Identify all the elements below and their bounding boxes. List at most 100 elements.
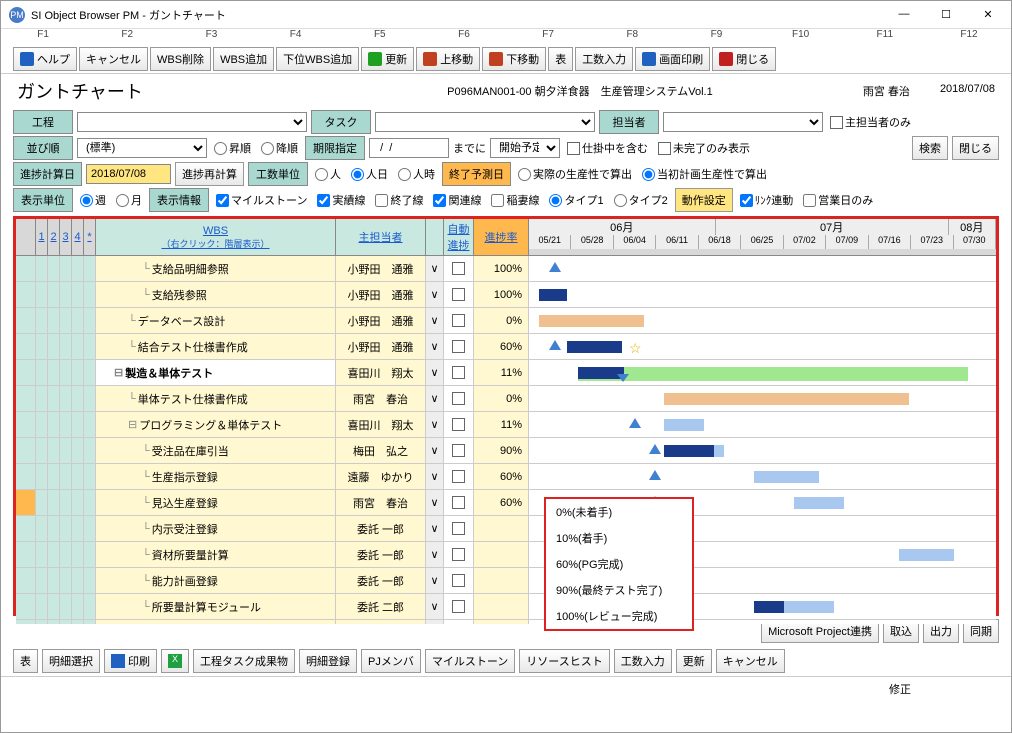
- sort-desc-radio[interactable]: [261, 142, 274, 155]
- auto-progress-checkbox[interactable]: [452, 574, 465, 587]
- table-row[interactable]: └内示受注登録委託 一郎∨: [16, 516, 996, 542]
- sort-asc-radio[interactable]: [214, 142, 227, 155]
- auto-progress-checkbox[interactable]: [452, 600, 465, 613]
- auto-progress-checkbox[interactable]: [452, 470, 465, 483]
- bottom-btn-2[interactable]: 印刷: [104, 649, 157, 673]
- minimize-button[interactable]: —: [889, 8, 919, 21]
- table-row[interactable]: └見込生産登録雨宮 春治∨60%: [16, 490, 996, 516]
- auto-progress-checkbox[interactable]: [452, 496, 465, 509]
- level-col-2[interactable]: 2: [48, 219, 60, 255]
- end-line-check[interactable]: [375, 194, 388, 207]
- owner-dropdown[interactable]: ∨: [426, 464, 444, 489]
- table-row[interactable]: └データベース設計小野田 通雅∨0%: [16, 308, 996, 334]
- level-col-star[interactable]: *: [84, 219, 96, 255]
- effort-input-button[interactable]: 工数入力: [575, 47, 633, 71]
- owner-dropdown[interactable]: ∨: [426, 568, 444, 593]
- bottom-btn-0[interactable]: 表: [13, 649, 38, 673]
- owner-dropdown[interactable]: ∨: [426, 360, 444, 385]
- auto-progress-checkbox[interactable]: [452, 366, 465, 379]
- milestone-check[interactable]: [216, 194, 229, 207]
- owner-dropdown[interactable]: ∨: [426, 594, 444, 619]
- owner-select[interactable]: [663, 112, 823, 132]
- unit-person-radio[interactable]: [315, 168, 328, 181]
- owner-dropdown[interactable]: ∨: [426, 412, 444, 437]
- process-select[interactable]: [77, 112, 307, 132]
- auto-progress-checkbox[interactable]: [452, 314, 465, 327]
- owner-dropdown[interactable]: ∨: [426, 386, 444, 411]
- owner-dropdown[interactable]: ∨: [426, 516, 444, 541]
- level-col-3[interactable]: 3: [60, 219, 72, 255]
- include-wip-check[interactable]: [567, 142, 580, 155]
- owner-dropdown[interactable]: ∨: [426, 620, 444, 624]
- table-row[interactable]: └所要量計算モジュール委託 二郎∨: [16, 594, 996, 620]
- progress-option[interactable]: 90%(最終テスト完了): [546, 577, 692, 603]
- link-op-check[interactable]: [740, 194, 753, 207]
- print-button[interactable]: 画面印刷: [635, 47, 710, 71]
- bottom-btn-11[interactable]: キャンセル: [716, 649, 785, 673]
- bottom-btn-8[interactable]: リソースヒスト: [519, 649, 609, 673]
- period-date-input[interactable]: [369, 138, 449, 158]
- sort-select[interactable]: (標準): [77, 138, 207, 158]
- cancel-button[interactable]: キャンセル: [79, 47, 148, 71]
- auto-progress-checkbox[interactable]: [452, 444, 465, 457]
- recalc-button[interactable]: 進捗再計算: [175, 162, 244, 186]
- table-row[interactable]: └単体テスト仕様書作成雨宮 春治∨0%: [16, 386, 996, 412]
- table-row[interactable]: ⊟プログラミング＆単体テスト喜田川 翔太∨11%: [16, 412, 996, 438]
- week-radio[interactable]: [80, 194, 93, 207]
- move-down-button[interactable]: 下移動: [482, 47, 546, 71]
- owner-dropdown[interactable]: ∨: [426, 256, 444, 281]
- owner-dropdown[interactable]: ∨: [426, 490, 444, 515]
- bottom-btn-6[interactable]: PJメンバ: [361, 649, 421, 673]
- level-col-4[interactable]: 4: [72, 219, 84, 255]
- task-select[interactable]: [375, 112, 595, 132]
- update-button[interactable]: 更新: [361, 47, 414, 71]
- search-button[interactable]: 検索: [912, 136, 948, 160]
- table-row[interactable]: └結合テスト仕様書作成小野田 通雅∨60%☆: [16, 334, 996, 360]
- owner-dropdown[interactable]: ∨: [426, 308, 444, 333]
- table-row[interactable]: └能力計画登録委託 一郎∨: [16, 568, 996, 594]
- auto-progress-checkbox[interactable]: [452, 392, 465, 405]
- table-row[interactable]: └支給品明細参照小野田 通雅∨100%: [16, 256, 996, 282]
- close-filter-button[interactable]: 閉じる: [952, 136, 999, 160]
- owner-dropdown[interactable]: ∨: [426, 438, 444, 463]
- auto-progress-checkbox[interactable]: [452, 548, 465, 561]
- table-row[interactable]: └受注品在庫引当梅田 弘之∨90%: [16, 438, 996, 464]
- table-button[interactable]: 表: [548, 47, 573, 71]
- type2-radio[interactable]: [614, 194, 627, 207]
- sub-wbs-add-button[interactable]: 下位WBS追加: [276, 47, 359, 71]
- wbs-add-button[interactable]: WBS追加: [213, 47, 274, 71]
- bottom-btn-3[interactable]: X: [161, 649, 189, 673]
- owner-dropdown[interactable]: ∨: [426, 282, 444, 307]
- table-row[interactable]: └生産指示登録遠藤 ゆかり∨60%: [16, 464, 996, 490]
- bottom-btn-7[interactable]: マイルストーン: [425, 649, 515, 673]
- actual-prod-radio[interactable]: [518, 168, 531, 181]
- move-up-button[interactable]: 上移動: [416, 47, 480, 71]
- type1-radio[interactable]: [549, 194, 562, 207]
- auto-progress-checkbox[interactable]: [452, 288, 465, 301]
- start-plan-select[interactable]: 開始予定: [490, 138, 560, 158]
- incomplete-only-check[interactable]: [658, 142, 671, 155]
- unit-hour-radio[interactable]: [398, 168, 411, 181]
- progress-option[interactable]: 10%(着手): [546, 525, 692, 551]
- auto-progress-checkbox[interactable]: [452, 262, 465, 275]
- month-radio[interactable]: [116, 194, 129, 207]
- table-row[interactable]: └手配確定指示委託 一郎∨0%: [16, 620, 996, 624]
- bottom-btn-1[interactable]: 明細選択: [42, 649, 100, 673]
- auto-progress-checkbox[interactable]: [452, 522, 465, 535]
- close-button[interactable]: 閉じる: [712, 47, 776, 71]
- bottom-btn-10[interactable]: 更新: [676, 649, 712, 673]
- owner-dropdown[interactable]: ∨: [426, 334, 444, 359]
- draft-check[interactable]: [491, 194, 504, 207]
- action-setting-button[interactable]: 動作設定: [675, 188, 733, 212]
- progress-option[interactable]: 100%(レビュー完成): [546, 603, 692, 629]
- relation-check[interactable]: [433, 194, 446, 207]
- auto-progress-checkbox[interactable]: [452, 340, 465, 353]
- calc-date-input[interactable]: [86, 164, 171, 184]
- bottom-btn-5[interactable]: 明細登録: [299, 649, 357, 673]
- table-row[interactable]: ⊟製造＆単体テスト喜田川 翔太∨11%: [16, 360, 996, 386]
- auto-progress-checkbox[interactable]: [452, 418, 465, 431]
- achieve-check[interactable]: [317, 194, 330, 207]
- bottom-btn-4[interactable]: 工程タスク成果物: [193, 649, 295, 673]
- main-owner-check[interactable]: [830, 116, 843, 129]
- help-button[interactable]: ヘルプ: [13, 47, 77, 71]
